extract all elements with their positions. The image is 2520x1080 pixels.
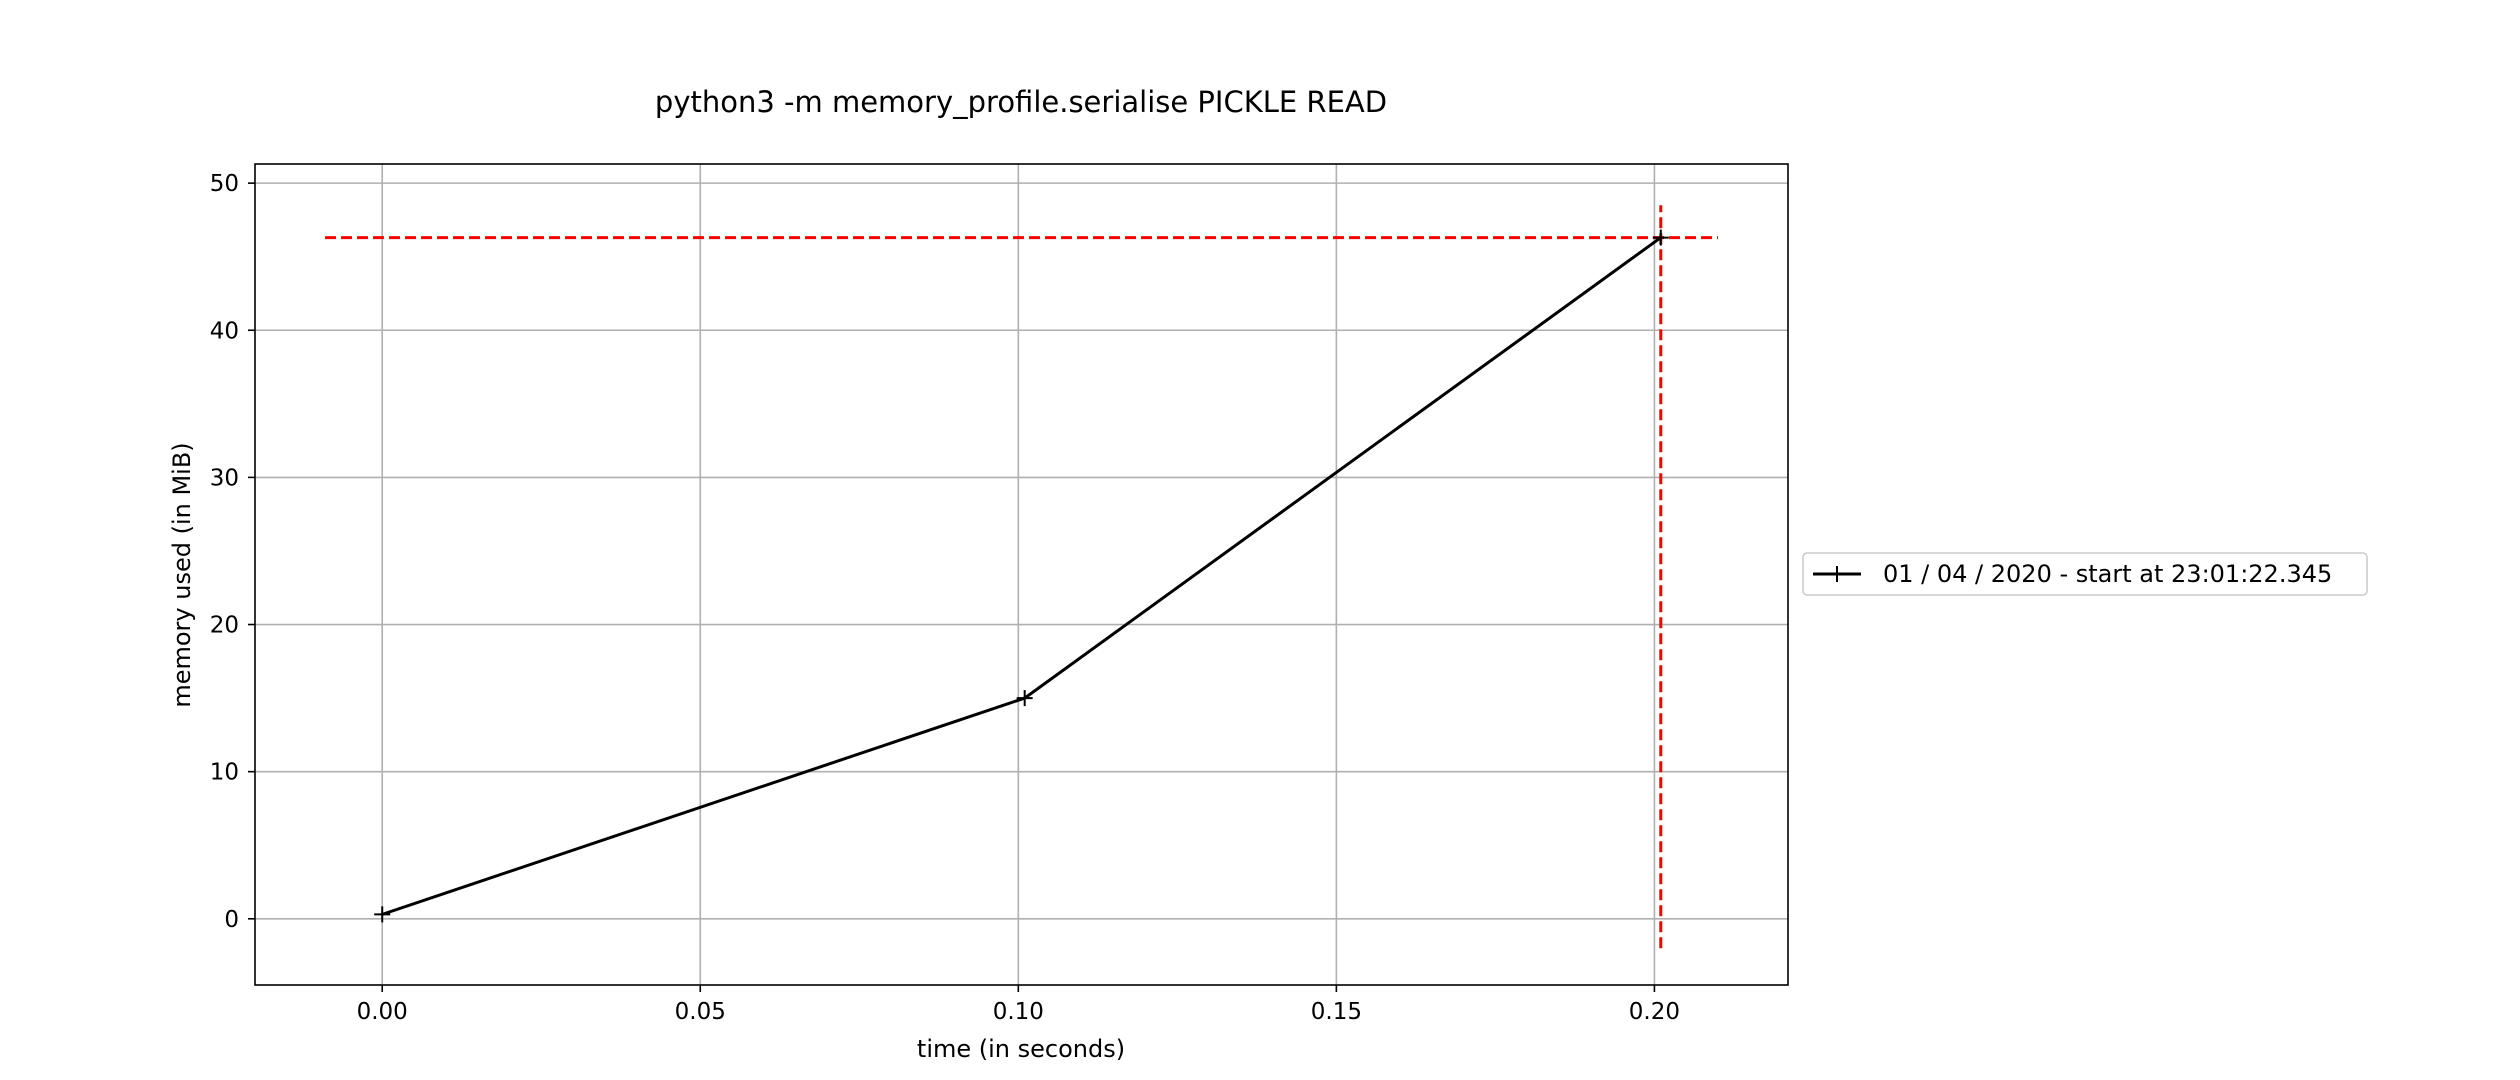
y-tick-label: 50 xyxy=(210,171,239,197)
plot-frame xyxy=(254,163,1789,986)
data-point xyxy=(1652,229,1669,246)
y-axis-label: memory used (in MiB) xyxy=(168,442,196,707)
data-point xyxy=(1016,690,1033,707)
x-tick-label: 0.15 xyxy=(1311,999,1362,1025)
y-tick-label: 20 xyxy=(210,613,239,639)
x-tick-label: 0.20 xyxy=(1629,999,1680,1025)
ticks: 0.00 0.05 0.10 0.15 0.20 0 10 20 30 40 50 xyxy=(210,171,1680,1025)
legend-box xyxy=(1802,552,2368,596)
series-layer xyxy=(374,229,1669,923)
x-tick-label: 0.10 xyxy=(993,999,1044,1025)
x-axis-label: time (in seconds) xyxy=(917,1035,1125,1063)
x-tick-label: 0.00 xyxy=(357,999,408,1025)
y-tick-label: 10 xyxy=(210,760,239,786)
x-tick-label: 0.05 xyxy=(675,999,726,1025)
data-point xyxy=(374,906,391,923)
y-tick-label: 40 xyxy=(210,318,239,344)
legend-label: 01 / 04 / 2020 - start at 23:01:22.345 xyxy=(1883,560,2332,588)
y-tick-label: 0 xyxy=(224,907,239,933)
y-tick-label: 30 xyxy=(210,465,239,491)
legend: 01 / 04 / 2020 - start at 23:01:22.345 xyxy=(1802,552,2368,596)
chart-title: python3 -m memory_profile.serialise PICK… xyxy=(655,85,1387,119)
reference-lines xyxy=(324,205,1719,949)
